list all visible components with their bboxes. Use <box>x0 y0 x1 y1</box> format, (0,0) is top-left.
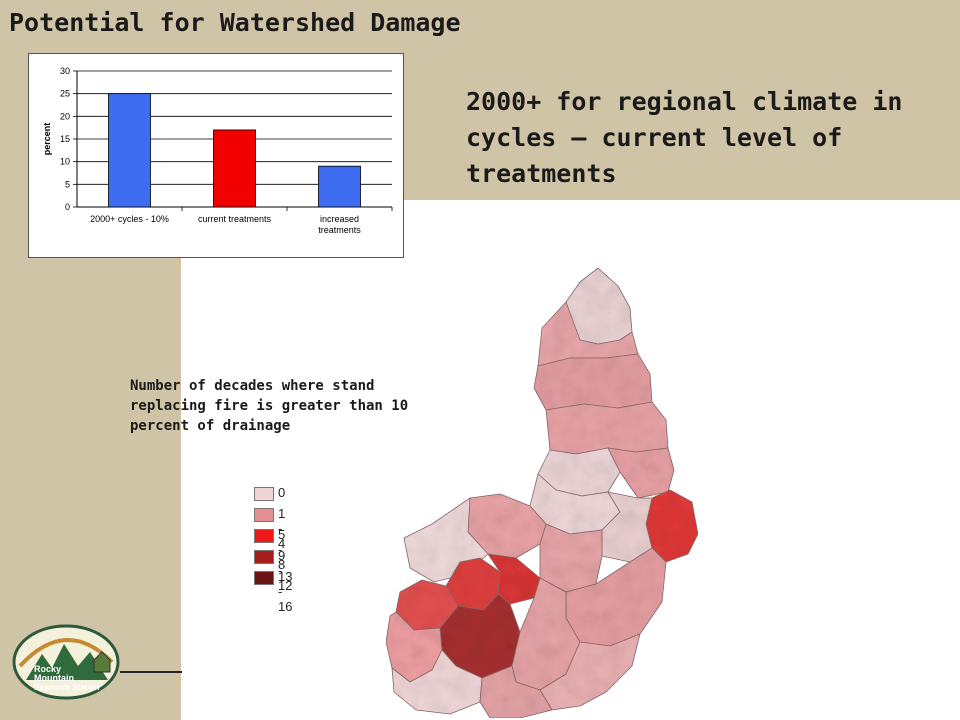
logo-line-2: Mountain <box>34 673 74 683</box>
basin-red-b <box>487 553 541 605</box>
legend-swatch <box>254 571 274 585</box>
legend-label: 13 - 16 <box>278 569 293 614</box>
legend-title: Number of decades where stand replacing … <box>130 378 409 434</box>
y-tick-label: 15 <box>60 134 70 144</box>
legend-swatch <box>254 550 274 564</box>
x-tick-label: current treatments <box>198 214 272 224</box>
legend-swatch <box>254 529 274 543</box>
basin-south-d <box>539 633 641 711</box>
legend-swatch <box>254 508 274 522</box>
y-axis-label: percent <box>42 123 52 156</box>
bar-chart: percent 30 25 20 15 10 5 0 2000+ cycles - 10% cu… <box>28 53 404 258</box>
bar <box>213 129 256 208</box>
bar <box>318 165 361 208</box>
basin-upper-b <box>533 353 653 411</box>
y-tick-label: 25 <box>60 89 70 99</box>
watershed-map <box>385 267 699 719</box>
basin-south-e <box>479 665 553 719</box>
y-tick-label: 30 <box>60 66 70 76</box>
x-tick-label: increased <box>320 214 359 224</box>
legend-label: 0 <box>278 485 286 500</box>
y-tick-label: 20 <box>60 111 70 121</box>
bar <box>108 93 151 208</box>
slide-subtitle: 2000+ for regional climate in cycles – c… <box>466 87 903 188</box>
x-tick-label: treatments <box>318 225 361 235</box>
basin-center-c <box>539 523 603 593</box>
legend-label: 9 - 12 <box>278 548 293 593</box>
y-tick-label: 10 <box>60 157 70 167</box>
basin-mid-pink <box>607 447 675 499</box>
slide-title: Potential for Watershed Damage <box>9 8 461 37</box>
bar-chart-svg: percent 30 25 20 15 10 5 0 2000+ cycles - 10% cu… <box>42 66 393 235</box>
y-tick-label: 0 <box>65 202 70 212</box>
logo-line-1: Rocky <box>34 664 61 674</box>
logo-line-3: Research Station <box>34 683 99 692</box>
x-tick-label: 2000+ cycles - 10% <box>90 214 169 224</box>
basin-upper-c <box>545 401 669 455</box>
legend-label: 1 - 4 <box>278 506 286 551</box>
legend-swatch <box>254 487 274 501</box>
rocky-mountain-logo: Rocky Mountain Research Station <box>12 624 120 700</box>
legend-label: 5 - 8 <box>278 527 286 572</box>
footer-rule <box>120 671 182 673</box>
y-tick-label: 5 <box>65 179 70 189</box>
